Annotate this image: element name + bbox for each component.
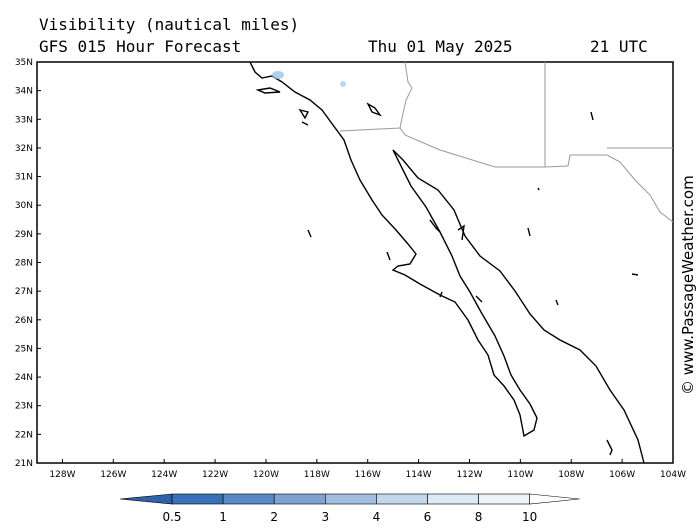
colorbar-segment: [273, 493, 326, 505]
visibility-patch: [340, 81, 346, 87]
islands: [255, 87, 639, 456]
colorbar-segment: [376, 493, 428, 505]
colorbar-end: [529, 493, 580, 505]
lat-label: 24N: [15, 373, 33, 383]
colorbar-label: 3: [321, 510, 329, 524]
lon-label: 122W: [202, 470, 228, 480]
model-label: GFS 015 Hour Forecast: [39, 37, 241, 56]
lat-label: 23N: [15, 402, 33, 412]
lat-label: 25N: [15, 344, 33, 354]
coast-mainland: [249, 61, 645, 464]
lon-label: 118W: [304, 470, 330, 480]
lon-label: 126W: [100, 470, 126, 480]
map-area: [36, 61, 674, 464]
lat-label: 35N: [15, 58, 33, 68]
colorbar-label: 1: [219, 510, 227, 524]
lat-label: 33N: [15, 115, 33, 125]
colorbar-end: [119, 493, 173, 505]
colorbar-segment: [427, 493, 479, 505]
colorbar-label: 10: [522, 510, 537, 524]
visibility-patch: [272, 71, 284, 79]
lon-label: 120W: [253, 470, 279, 480]
lon-label: 124W: [151, 470, 177, 480]
lon-label: 110W: [507, 470, 533, 480]
colorbar-label: 0.5: [162, 510, 181, 524]
lat-label: 31N: [15, 173, 33, 183]
lon-axis: 128W 126W 124W 122W 120W 118W 116W 114W 112W 110W…: [49, 459, 686, 480]
date-label: Thu 01 May 2025: [368, 37, 513, 56]
lat-label: 26N: [15, 316, 33, 326]
colorbar-segment: [222, 493, 275, 505]
colorbar-label: 2: [270, 510, 278, 524]
time-label: 21 UTC: [590, 37, 648, 56]
lon-label: 112W: [456, 470, 482, 480]
border-california: [399, 61, 413, 129]
colorbar-label: 4: [373, 510, 381, 524]
lat-label: 21N: [15, 459, 33, 469]
lat-label: 30N: [15, 201, 33, 211]
lon-label: 106W: [609, 470, 635, 480]
map-frame: [36, 61, 674, 464]
lat-label: 32N: [15, 144, 33, 154]
lon-label: 128W: [49, 470, 75, 480]
colorbar-label: 8: [475, 510, 483, 524]
lon-label: 108W: [558, 470, 584, 480]
colorbar-segment: [171, 493, 224, 505]
lon-label: 104W: [660, 470, 686, 480]
coastline: [249, 61, 645, 464]
lon-label: 116W: [355, 470, 381, 480]
border-us-mexico: [339, 127, 607, 168]
colorbar-label: 6: [424, 510, 432, 524]
lat-label: 28N: [15, 259, 33, 269]
lat-label: 29N: [15, 230, 33, 240]
colorbar-segment: [324, 493, 377, 505]
lat-label: 34N: [15, 87, 33, 97]
lon-label: 114W: [406, 470, 432, 480]
lat-label: 27N: [15, 287, 33, 297]
border-texas: [606, 147, 674, 223]
lat-axis: 35N 34N 33N 32N 31N 30N 29N 28N 27N 26N 25N 24N 23N 2…: [15, 58, 41, 469]
title: Visibility (nautical miles): [39, 15, 299, 34]
watermark: © www.PassageWeather.com: [679, 175, 697, 395]
colorbar-segment: [478, 493, 531, 505]
lat-label: 22N: [15, 430, 33, 440]
colorbar: 0.5 1 2 3 4 6 8 10: [119, 493, 580, 524]
borders: [339, 61, 674, 223]
